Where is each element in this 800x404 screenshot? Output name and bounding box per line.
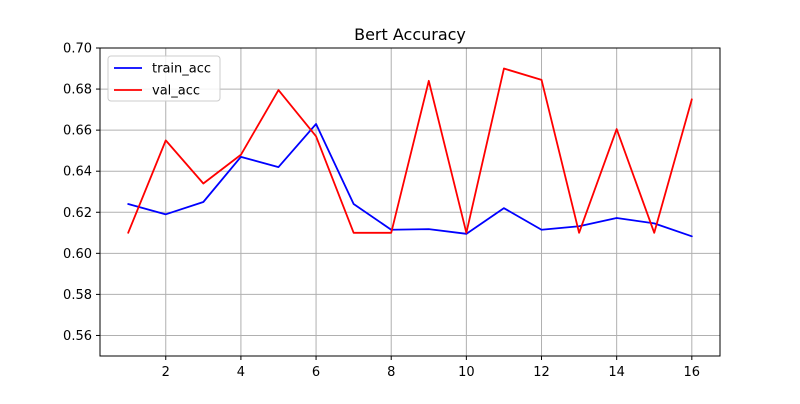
x-tick-label: 14 bbox=[608, 365, 625, 380]
y-tick-label: 0.66 bbox=[63, 124, 92, 139]
x-tick-label: 10 bbox=[458, 365, 475, 380]
x-tick-label: 16 bbox=[684, 365, 701, 380]
series-line-val-acc bbox=[127, 67, 693, 234]
y-tick-label: 0.68 bbox=[63, 83, 92, 98]
x-axis: 2 4 6 8 10 12 14 16 bbox=[162, 356, 700, 380]
x-tick-label: 2 bbox=[162, 365, 170, 380]
legend: train_acc val_acc bbox=[107, 55, 221, 102]
chart-title: Bert Accuracy bbox=[354, 25, 466, 44]
x-tick-label: 8 bbox=[387, 365, 395, 380]
x-tick-label: 6 bbox=[312, 365, 320, 380]
series-line-train-acc bbox=[127, 123, 693, 238]
y-axis: 0.56 0.58 0.60 0.62 0.64 0.66 0.68 0.70 bbox=[63, 42, 100, 344]
plot-frame bbox=[99, 47, 721, 357]
x-tick-label: 12 bbox=[533, 365, 550, 380]
series-lines bbox=[127, 67, 693, 238]
y-tick-label: 0.60 bbox=[63, 247, 92, 262]
legend-label-train-acc: train_acc bbox=[152, 62, 211, 77]
y-tick-label: 0.64 bbox=[63, 165, 92, 180]
y-tick-label: 0.58 bbox=[63, 288, 92, 303]
y-tick-label: 0.56 bbox=[63, 329, 92, 344]
y-tick-label: 0.70 bbox=[63, 42, 92, 57]
y-tick-label: 0.62 bbox=[63, 206, 92, 221]
legend-label-val-acc: val_acc bbox=[152, 84, 200, 99]
x-tick-label: 4 bbox=[237, 365, 245, 380]
